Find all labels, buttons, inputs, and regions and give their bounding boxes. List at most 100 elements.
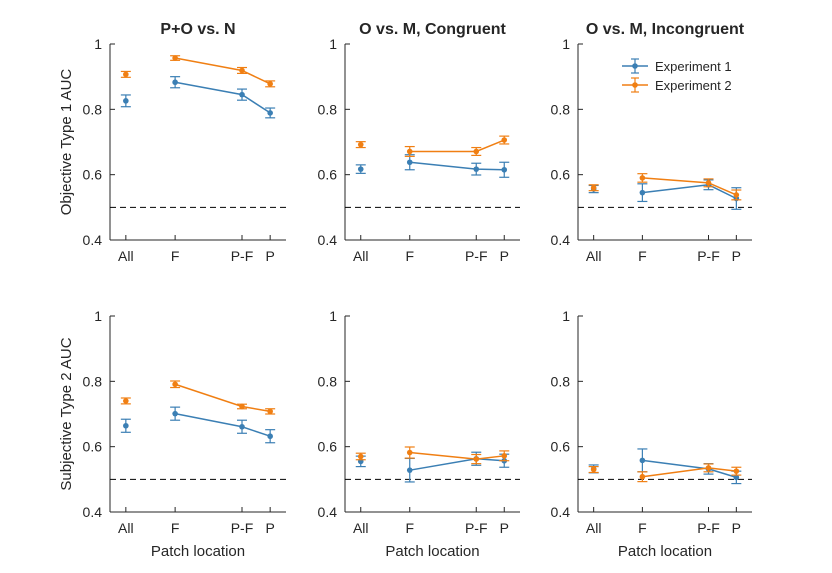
y-tick-label: 0.6 [318, 439, 338, 455]
data-point [267, 433, 273, 440]
series-line [174, 412, 271, 437]
data-point [239, 67, 245, 74]
x-tick-label: P-F [231, 520, 254, 536]
y-tick-label: 0.4 [551, 232, 571, 248]
data-point [639, 175, 646, 181]
data-point [357, 141, 364, 148]
y-tick-label: 0.8 [83, 101, 103, 117]
panel-2: 0.4 0.6 0.8 1 All F P-F P O vs. M, Congruent [318, 21, 520, 264]
x-axis-label: Patch location [151, 543, 245, 560]
data-point [123, 398, 129, 404]
series-exp2 [588, 173, 742, 201]
y-tick-label: 1 [562, 36, 570, 52]
legend-item-exp1: Experiment 1 [622, 58, 732, 74]
x-tick-label: P [732, 520, 741, 536]
panel-title: P+O vs. N [160, 21, 235, 38]
data-point [705, 180, 712, 186]
x-tick-label: P-F [697, 248, 720, 264]
series-line [174, 383, 271, 413]
series-exp2 [355, 135, 510, 157]
data-point [172, 55, 178, 61]
data-point [501, 137, 508, 143]
x-tick-label: All [353, 520, 369, 536]
data-point [172, 79, 178, 86]
x-tick-label: P [265, 520, 274, 536]
y-tick-label: 1 [329, 308, 337, 324]
y-tick-label: 1 [94, 36, 102, 52]
series-exp1 [120, 406, 276, 444]
panel-title: O vs. M, Congruent [359, 21, 506, 38]
data-point [639, 189, 646, 196]
data-point [406, 449, 413, 456]
x-tick-label: F [171, 248, 180, 264]
y-tick-label: 0.8 [318, 101, 338, 117]
y-tick-label: 1 [94, 308, 102, 324]
series-line [409, 457, 505, 471]
series-exp1 [588, 448, 742, 485]
series-exp1 [588, 179, 742, 210]
x-tick-label: F [171, 520, 180, 536]
series-line [409, 139, 505, 153]
series-exp1 [120, 76, 276, 119]
x-tick-label: P-F [231, 248, 254, 264]
x-tick-label: P [265, 248, 274, 264]
x-tick-label: F [405, 248, 414, 264]
data-point [123, 98, 129, 104]
panel-6: 0.4 0.6 0.8 1 All F P-F P [551, 308, 752, 536]
panel-3: 0.4 0.6 0.8 1 All F P-F P O vs. M, Incongruent [551, 21, 752, 264]
data-point [733, 192, 740, 198]
x-tick-label: F [638, 248, 647, 264]
x-tick-label: P-F [697, 520, 720, 536]
data-point [172, 381, 178, 388]
series-line [174, 81, 271, 114]
y-tick-label: 0.4 [318, 504, 338, 520]
x-tick-label: P [500, 520, 509, 536]
data-point [639, 473, 646, 480]
data-point [406, 467, 413, 473]
y-tick-label: 0.6 [551, 167, 571, 183]
x-tick-label: All [586, 248, 602, 264]
y-tick-label: 0.6 [318, 167, 338, 183]
x-axis-label: Patch location [618, 543, 712, 560]
data-point [123, 422, 129, 429]
data-point [267, 110, 273, 116]
data-point [357, 453, 364, 460]
data-point [239, 403, 245, 410]
series-exp1 [355, 451, 510, 483]
x-tick-label: All [586, 520, 602, 536]
x-tick-label: P-F [465, 520, 488, 536]
data-point [639, 457, 646, 464]
series-exp2 [588, 463, 742, 483]
y-tick-label: 0.6 [83, 167, 103, 183]
x-tick-label: P [500, 248, 509, 264]
x-tick-label: F [405, 520, 414, 536]
y-tick-label: 0.8 [551, 373, 571, 389]
series-line [174, 57, 271, 85]
y-tick-label: 0.6 [83, 439, 103, 455]
data-point [357, 166, 364, 172]
legend-marker [632, 63, 638, 69]
legend-item-exp2: Experiment 2 [622, 77, 732, 93]
series-exp2 [120, 380, 276, 415]
x-axis-label: Patch location [385, 543, 479, 560]
series-exp2 [355, 446, 510, 465]
y-tick-label: 0.8 [83, 373, 103, 389]
data-point [239, 423, 245, 430]
data-point [473, 166, 480, 172]
data-point [406, 159, 413, 166]
data-point [406, 148, 413, 155]
x-tick-label: P [732, 248, 741, 264]
panel-4: 0.4 0.6 0.8 1 All F P-F P [83, 308, 286, 536]
y-tick-label: 0.4 [83, 232, 103, 248]
x-tick-label: All [353, 248, 369, 264]
legend: Experiment 1 Experiment 2 [622, 58, 732, 93]
legend-marker [632, 82, 638, 88]
data-point [733, 468, 740, 474]
data-point [172, 410, 178, 417]
y-axis-label: Subjective Type 2 AUC [58, 337, 75, 490]
panel-5: 0.4 0.6 0.8 1 All F P-F P [318, 308, 520, 536]
x-tick-label: F [638, 520, 647, 536]
y-tick-label: 0.6 [551, 439, 571, 455]
x-tick-label: P-F [465, 248, 488, 264]
